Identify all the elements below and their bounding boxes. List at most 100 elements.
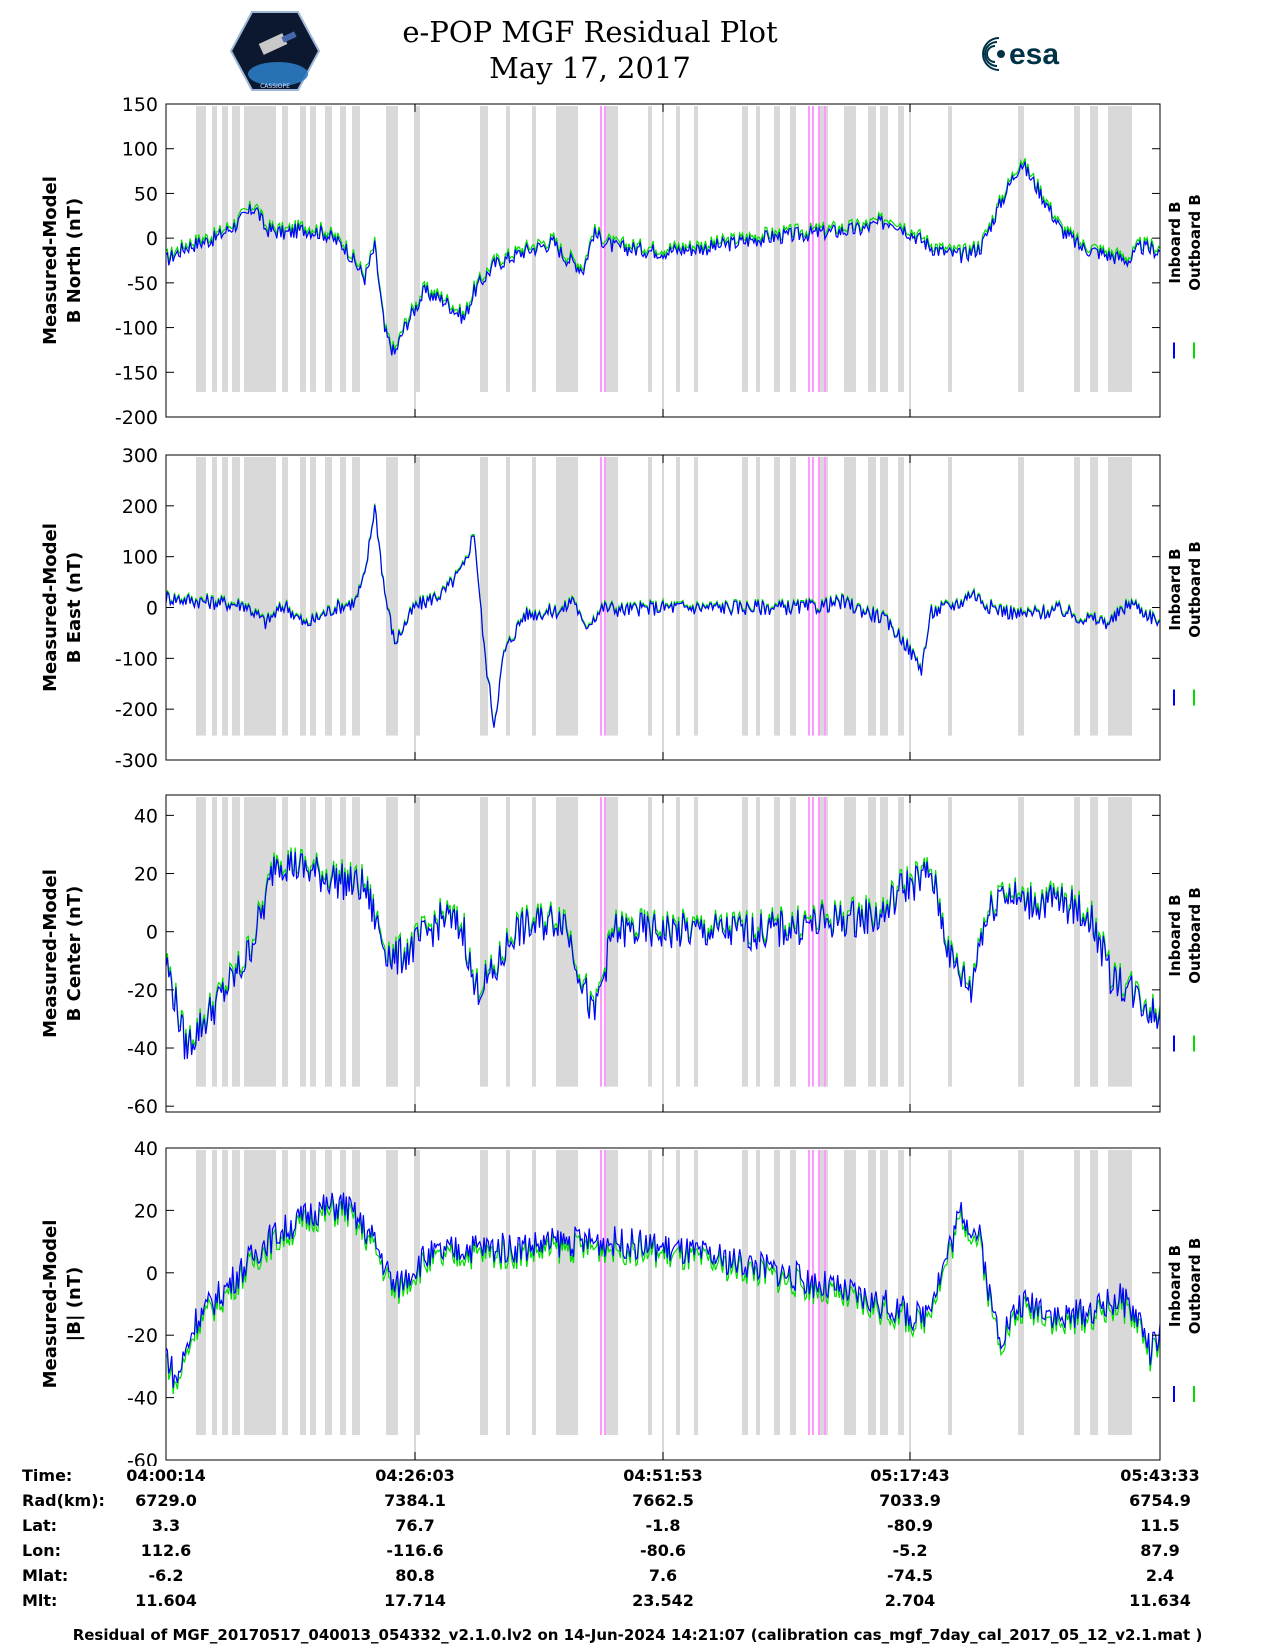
calibration-gap-band (818, 106, 820, 392)
data-gap-band (898, 457, 904, 736)
data-gap-band (212, 106, 217, 392)
y-tick-label: -40 (127, 1038, 158, 1060)
table-cell: 04:00:14 (126, 1466, 206, 1485)
series-inboard-b-east (165, 505, 1161, 728)
data-gap-band (790, 106, 796, 392)
row-label: Lat: (22, 1516, 58, 1535)
y-axis-label: Measured-Model (40, 869, 61, 1038)
data-gap-band (756, 797, 760, 1087)
data-gap-band (606, 1150, 618, 1436)
data-gap-band (282, 457, 288, 736)
data-gap-band (232, 457, 240, 736)
calibration-gap-band (818, 797, 820, 1087)
data-gap-band (774, 1150, 780, 1436)
data-gap-band (282, 797, 288, 1087)
y-tick-label: 0 (146, 598, 158, 620)
data-gap-band (310, 457, 316, 736)
data-gap-band (1074, 106, 1080, 392)
data-gap-band (386, 457, 398, 736)
table-cell: -5.2 (892, 1541, 928, 1560)
data-gap-band (774, 797, 780, 1087)
series-outboard-b-north (165, 158, 1161, 352)
data-gap-band (742, 797, 748, 1087)
data-gap-band (1074, 1150, 1080, 1436)
y-tick-label: 20 (134, 1200, 158, 1222)
y-tick-label: 20 (134, 864, 158, 886)
calibration-gap-band (600, 797, 602, 1087)
data-gap-band (790, 457, 796, 736)
legend-label: Outboard B (1186, 1238, 1204, 1335)
row-label: Lon: (22, 1541, 61, 1560)
data-gap-band (756, 457, 760, 736)
esa-logo-text: esa (1009, 38, 1059, 71)
table-cell: -80.9 (886, 1516, 934, 1535)
data-gap-band (676, 797, 680, 1087)
data-gap-band (844, 457, 856, 736)
data-gap-band (480, 106, 488, 392)
table-cell: 7384.1 (384, 1491, 446, 1510)
y-tick-label: 100 (122, 139, 158, 161)
data-gap-band (196, 1150, 206, 1436)
data-gap-band (340, 797, 346, 1087)
y-tick-label: -300 (115, 750, 158, 772)
data-gap-band (386, 797, 398, 1087)
data-gap-band (212, 1150, 217, 1436)
data-gap-band (868, 797, 876, 1087)
table-cell: 87.9 (1140, 1541, 1180, 1560)
data-gap-band (196, 106, 206, 392)
data-gap-band (898, 1150, 904, 1436)
data-gap-band (774, 457, 780, 736)
y-tick-label: 0 (146, 922, 158, 944)
data-gap-band (232, 797, 240, 1087)
data-gap-band (310, 106, 316, 392)
data-gap-band (1018, 797, 1024, 1087)
data-gap-band (556, 106, 578, 392)
y-axis-label: B East (nT) (64, 552, 85, 664)
data-gap-band (844, 797, 856, 1087)
data-gap-band (282, 106, 288, 392)
panel-east: 300 200 100 0 -100 -200 -300 Measured-Model B Ea… (40, 445, 1204, 772)
table-cell: 6729.0 (135, 1491, 197, 1510)
data-gap-band (416, 457, 420, 736)
series-inboard-b-total (165, 1192, 1161, 1388)
data-gap-band (532, 1150, 536, 1436)
calibration-gap-band (808, 797, 810, 1087)
y-tick-label: -50 (127, 273, 158, 295)
table-cell: 05:43:33 (1120, 1466, 1200, 1485)
data-gap-band (868, 1150, 876, 1436)
data-gap-band (416, 1150, 420, 1436)
data-gap-band (300, 106, 306, 392)
data-gap-band (222, 797, 228, 1087)
calibration-gap-band (812, 106, 814, 392)
data-gap-band (212, 797, 217, 1087)
y-tick-label: -40 (127, 1388, 158, 1410)
data-gap-band (898, 106, 904, 392)
table-cell: 80.8 (395, 1566, 435, 1585)
data-gap-band (244, 1150, 276, 1436)
table-cell: 04:26:03 (375, 1466, 455, 1485)
data-gap-band (742, 457, 748, 736)
row-label: Time: (22, 1466, 73, 1485)
table-cell: 76.7 (395, 1516, 435, 1535)
panel-center: 40 20 0 -20 -40 -60 Measured-Model B Center (nT… (40, 794, 1204, 1118)
data-gap-band (416, 106, 420, 392)
data-gap-band (1018, 106, 1024, 392)
legend-label: Inboard B (1166, 1245, 1184, 1327)
table-cell: 7662.5 (632, 1491, 694, 1510)
data-gap-band (790, 797, 796, 1087)
table-cell: 112.6 (140, 1541, 192, 1560)
data-gap-band (742, 106, 748, 392)
y-axis-label: B North (nT) (64, 198, 85, 324)
data-gap-band (606, 457, 618, 736)
data-gap-band (352, 106, 360, 392)
data-gap-band (532, 797, 536, 1087)
data-gap-band (948, 1150, 952, 1436)
data-gap-band (480, 457, 488, 736)
data-gap-band (212, 457, 217, 736)
y-axis-label: |B| (nT) (64, 1267, 85, 1342)
calibration-gap-band (600, 1150, 602, 1436)
data-gap-band (844, 106, 856, 392)
y-tick-label: -20 (127, 1325, 158, 1347)
y-tick-label: 50 (134, 183, 158, 205)
